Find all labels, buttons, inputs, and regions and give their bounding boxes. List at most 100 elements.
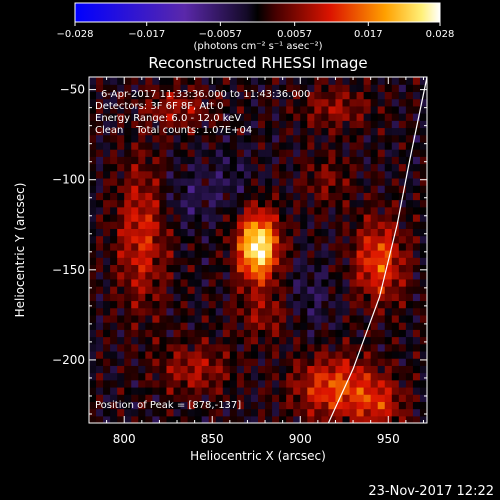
heatmap-cell — [328, 192, 337, 201]
heatmap-cell — [117, 84, 125, 93]
heatmap-cell — [145, 286, 153, 294]
heatmap-cell — [279, 250, 287, 258]
heatmap-cell — [335, 192, 344, 201]
heatmap-cell — [412, 98, 421, 107]
heatmap-cell — [419, 329, 427, 338]
heatmap-cell — [307, 329, 315, 338]
heatmap-cell — [293, 329, 301, 338]
heatmap-cell — [293, 257, 301, 266]
heatmap-cell — [208, 358, 217, 366]
heatmap-cell — [215, 149, 224, 157]
heatmap-cell — [328, 394, 337, 402]
heatmap-cell — [152, 113, 161, 121]
heatmap-cell — [138, 278, 146, 287]
heatmap-cell — [265, 105, 273, 114]
heatmap-cell — [236, 329, 245, 338]
heatmap-cell — [194, 401, 203, 410]
heatmap-cell — [265, 221, 273, 229]
heatmap-cell — [384, 401, 393, 410]
heatmap-cell — [250, 293, 259, 302]
heatmap-cell — [187, 314, 196, 323]
colorbar-unit-label: (photons cm⁻² s⁻¹ asec⁻²) — [193, 41, 322, 52]
heatmap-cell — [391, 401, 400, 410]
heatmap-cell — [124, 314, 132, 323]
heatmap-cell — [279, 271, 287, 280]
heatmap-cell — [384, 278, 393, 287]
heatmap-cell — [194, 113, 203, 121]
heatmap-cell — [279, 185, 287, 193]
heatmap-cell — [138, 386, 146, 395]
heatmap-cell — [405, 379, 414, 388]
heatmap-cell — [96, 91, 104, 100]
heatmap-cell — [103, 271, 111, 280]
heatmap-cell — [124, 250, 132, 258]
heatmap-cell — [152, 177, 161, 186]
heatmap-cell — [307, 221, 315, 229]
heatmap-cell — [279, 105, 287, 114]
heatmap-cell — [187, 221, 196, 229]
heatmap-cell — [243, 322, 252, 330]
heatmap-cell — [272, 105, 280, 114]
heatmap-cell — [419, 105, 427, 114]
heatmap-cell — [328, 91, 337, 100]
heatmap-cell — [286, 206, 294, 215]
heatmap-cell — [138, 206, 146, 215]
heatmap-cell — [103, 127, 111, 136]
heatmap-cell — [300, 386, 308, 395]
heatmap-cell — [398, 228, 407, 237]
heatmap-cell — [166, 372, 175, 381]
heatmap-cell — [391, 170, 400, 179]
heatmap-cell — [377, 105, 386, 114]
heatmap-cell — [138, 350, 146, 359]
heatmap-cell — [384, 84, 393, 93]
heatmap-cell — [124, 206, 132, 215]
heatmap-cell — [342, 206, 351, 215]
heatmap-cell — [222, 235, 231, 244]
heatmap-cell — [307, 120, 315, 129]
heatmap-cell — [222, 307, 231, 316]
heatmap-cell — [258, 170, 266, 179]
heatmap-cell — [117, 105, 125, 114]
heatmap-cell — [236, 401, 245, 410]
heatmap-cell — [145, 300, 153, 309]
heatmap-cell — [279, 98, 287, 107]
heatmap-cell — [370, 293, 379, 302]
heatmap-cell — [229, 300, 238, 309]
heatmap-cell — [412, 206, 421, 215]
heatmap-cell — [229, 120, 238, 129]
heatmap-cell — [215, 300, 224, 309]
heatmap-cell — [286, 358, 294, 366]
heatmap-cell — [117, 264, 125, 273]
heatmap-cell — [208, 127, 217, 136]
heatmap-cell — [293, 113, 301, 121]
heatmap-cell — [293, 206, 301, 215]
heatmap-cell — [335, 163, 344, 172]
heatmap-cell — [243, 408, 252, 417]
heatmap-cell — [236, 358, 245, 366]
heatmap-cell — [349, 314, 358, 323]
heatmap-cell — [124, 386, 132, 395]
x-tick-label: 800 — [113, 432, 136, 446]
heatmap-cell — [173, 264, 182, 273]
heatmap-cell — [173, 113, 182, 121]
heatmap-cell — [145, 314, 153, 323]
heatmap-cell — [328, 221, 337, 229]
heatmap-cell — [180, 372, 189, 381]
heatmap-cell — [293, 127, 301, 136]
heatmap-cell — [131, 394, 139, 402]
y-tick-label: −50 — [60, 83, 85, 97]
heatmap-cell — [145, 322, 153, 330]
heatmap-cell — [391, 199, 400, 208]
heatmap-cell — [307, 314, 315, 323]
heatmap-cell — [236, 322, 245, 330]
heatmap-cell — [187, 300, 196, 309]
heatmap-cell — [250, 185, 259, 193]
heatmap-cell — [342, 170, 351, 179]
heatmap-cell — [314, 307, 322, 316]
heatmap-cell — [222, 170, 231, 179]
heatmap-cell — [349, 358, 358, 366]
heatmap-cell — [236, 185, 245, 193]
heatmap-cell — [166, 134, 175, 143]
heatmap-cell — [117, 120, 125, 129]
heatmap-cell — [236, 213, 245, 222]
